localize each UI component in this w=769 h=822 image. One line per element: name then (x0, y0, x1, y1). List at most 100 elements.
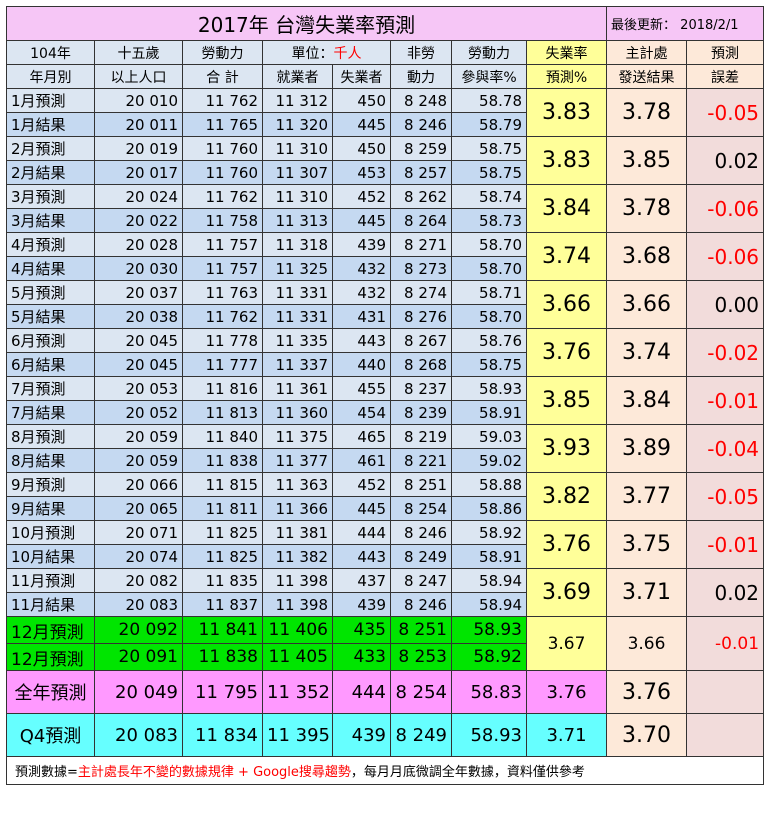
population-cell: 20 011 (94, 112, 183, 137)
labor-force-cell: 11 835 (182, 568, 263, 593)
period-label-cell: 9月預測 (6, 472, 95, 497)
population-cell: 20 028 (94, 232, 183, 257)
forecast-error-cell: -0.01 (686, 520, 765, 569)
population-cell: 20 037 (94, 280, 183, 305)
year-summary-row: 全年預測 20 049 11 795 11 352 444 8 254 58.83 3.76 3… (6, 670, 765, 714)
header-rate-bottom: 預測% (525, 64, 608, 89)
population-cell: 20 059 (94, 448, 183, 473)
title-row: 2017年 台灣失業率預測 最後更新： 2018/2/1 (5, 6, 765, 41)
non-labor-cell: 8 273 (390, 256, 452, 281)
employed-cell: 11 361 (262, 376, 333, 401)
employed-cell: 11 363 (262, 472, 333, 497)
dgbas-rate-cell: 3.77 (606, 472, 688, 521)
forecast-error-cell: -0.05 (686, 88, 765, 137)
population-cell: 20 024 (94, 184, 183, 209)
non-labor-cell: 8 249 (390, 544, 452, 569)
labor-force-cell: 11 840 (182, 424, 263, 449)
labor-force-cell: 11 841 (182, 616, 263, 644)
result-row: 10月結果 20 074 11 825 11 382 443 8 249 58.91 (6, 544, 764, 569)
forecast-error-cell: -0.01 (686, 376, 765, 425)
non-labor-cell: 8 247 (390, 568, 452, 593)
participation-cell: 58.76 (451, 328, 527, 353)
dgbas-rate-cell: 3.75 (606, 520, 688, 569)
unemployed-cell: 453 (332, 160, 391, 185)
period-label-cell: 4月結果 (6, 256, 95, 281)
period-label-cell: 10月結果 (6, 544, 95, 569)
employed-cell: 11 395 (262, 713, 333, 757)
unemployed-cell: 433 (332, 643, 391, 671)
labor-force-cell: 11 813 (182, 400, 263, 425)
header-unit-value: 千人 (333, 45, 362, 62)
population-cell: 20 019 (94, 136, 183, 161)
header-unemployed: 失業者 (332, 64, 391, 89)
forecast-error-cell: -0.06 (686, 184, 765, 233)
labor-force-cell: 11 777 (182, 352, 263, 377)
forecast-row: 2月預測 20 019 11 760 11 310 450 8 259 58.75 3.83 3… (6, 136, 765, 185)
result-row: 3月結果 20 022 11 758 11 313 445 8 264 58.73 (6, 208, 764, 233)
non-labor-cell: 8 246 (390, 520, 452, 545)
participation-cell: 59.03 (451, 424, 527, 449)
dgbas-rate-cell: 3.74 (606, 328, 688, 377)
labor-force-cell: 11 811 (182, 496, 263, 521)
december-row: 12月預測 20 091 11 838 11 405 433 8 253 58.92 (6, 643, 764, 671)
employed-cell: 11 366 (262, 496, 333, 521)
participation-cell: 58.88 (451, 472, 527, 497)
population-cell: 20 083 (94, 592, 183, 617)
labor-force-cell: 11 834 (182, 713, 263, 757)
unemployed-cell: 443 (332, 328, 391, 353)
employed-cell: 11 320 (262, 112, 333, 137)
header-row-bottom: 年月別 以上人口 合 計 就業者 失業者 動力 參與率% 預測% 發送結果 誤差 (6, 64, 765, 89)
employed-cell: 11 331 (262, 280, 333, 305)
employed-cell: 11 406 (262, 616, 333, 644)
participation-cell: 58.79 (451, 112, 527, 137)
forecast-error-cell: -0.06 (686, 232, 765, 281)
result-row: 11月結果 20 083 11 837 11 398 439 8 246 58.94 (6, 592, 764, 617)
period-label-cell: 12月預測 (6, 616, 95, 644)
forecast-error-cell: 0.02 (686, 568, 765, 617)
forecast-row: 9月預測 20 066 11 815 11 363 452 8 251 58.88 3.82 3… (6, 472, 765, 521)
last-update-label: 最後更新： (611, 18, 677, 33)
result-row: 2月結果 20 017 11 760 11 307 453 8 257 58.75 (6, 160, 764, 185)
page-title: 2017年 台灣失業率預測 (5, 6, 608, 41)
unemployed-cell: 465 (332, 424, 391, 449)
footnote-prefix: 預測數據= (15, 765, 78, 780)
dgbas-rate-cell: 3.76 (606, 670, 688, 714)
population-cell: 20 049 (94, 670, 183, 714)
population-cell: 20 071 (94, 520, 183, 545)
forecast-rate-cell: 3.76 (525, 328, 608, 377)
dgbas-rate-cell: 3.66 (606, 616, 688, 671)
dgbas-rate-cell: 3.78 (606, 88, 688, 137)
population-cell: 20 052 (94, 400, 183, 425)
unemployed-cell: 444 (332, 520, 391, 545)
dgbas-rate-cell: 3.78 (606, 184, 688, 233)
participation-cell: 58.92 (451, 643, 527, 671)
forecast-rate-cell: 3.66 (525, 280, 608, 329)
non-labor-cell: 8 262 (390, 184, 452, 209)
participation-cell: 58.93 (451, 616, 527, 644)
period-label-cell: 1月預測 (6, 88, 95, 113)
forecast-row: 8月預測 20 059 11 840 11 375 465 8 219 59.03 3.93 3… (6, 424, 765, 473)
forecast-error-cell: 0.02 (686, 136, 765, 185)
last-update-date: 2018/2/1 (680, 18, 739, 33)
forecast-rate-cell: 3.83 (525, 88, 608, 137)
unemployed-cell: 435 (332, 616, 391, 644)
employed-cell: 11 310 (262, 136, 333, 161)
participation-cell: 58.71 (451, 280, 527, 305)
participation-cell: 58.74 (451, 184, 527, 209)
forecast-row: 10月預測 20 071 11 825 11 381 444 8 246 58.92 3.76… (6, 520, 765, 569)
participation-cell: 58.78 (451, 88, 527, 113)
employed-cell: 11 360 (262, 400, 333, 425)
population-cell: 20 082 (94, 568, 183, 593)
header-dgbas-top: 主計處 (606, 40, 688, 65)
labor-force-cell: 11 837 (182, 592, 263, 617)
unemployed-cell: 439 (332, 232, 391, 257)
non-labor-cell: 8 251 (390, 616, 452, 644)
participation-cell: 58.70 (451, 232, 527, 257)
non-labor-cell: 8 274 (390, 280, 452, 305)
population-cell: 20 045 (94, 328, 183, 353)
unemployed-cell: 445 (332, 112, 391, 137)
employed-cell: 11 398 (262, 568, 333, 593)
period-label-cell: 11月結果 (6, 592, 95, 617)
non-labor-cell: 8 246 (390, 592, 452, 617)
period-label-cell: 5月預測 (6, 280, 95, 305)
